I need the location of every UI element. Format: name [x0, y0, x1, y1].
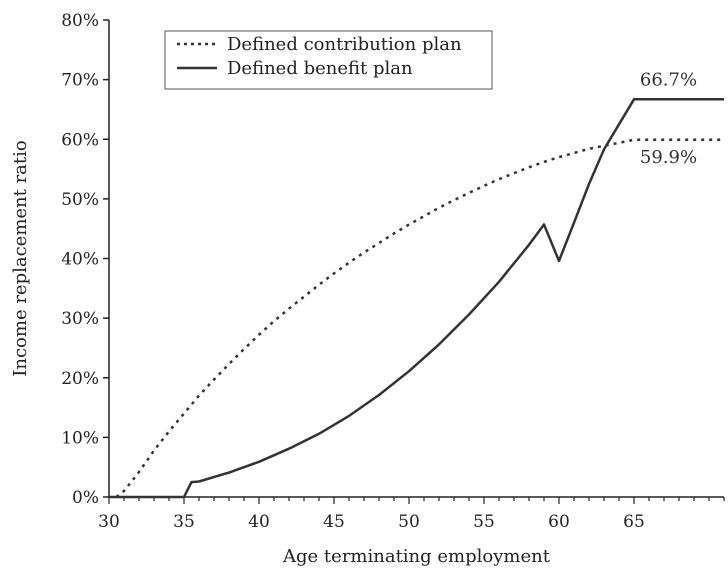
x-tick-label: 50	[398, 512, 420, 532]
y-tick-label: 30%	[61, 309, 99, 329]
x-tick-label: 65	[623, 512, 645, 532]
y-tick-label: 80%	[61, 11, 99, 31]
value-annotation: 59.9%	[640, 147, 697, 168]
x-axis-title: Age terminating employment	[282, 546, 551, 567]
x-tick-label: 55	[473, 512, 495, 532]
legend-label-defined-benefit: Defined benefit plan	[227, 58, 413, 79]
legend: Defined contribution plan Defined benefi…	[164, 30, 493, 90]
y-axis: 0% 10% 20% 30% 40% 50% 60% 70% 80%	[61, 11, 110, 508]
annotations: 66.7% 59.9%	[640, 69, 697, 168]
legend-box	[164, 30, 493, 90]
y-tick-label: 0%	[72, 488, 99, 508]
series-lines	[109, 98, 724, 499]
y-tick-label: 60%	[61, 130, 99, 150]
legend-label-defined-contribution: Defined contribution plan	[227, 34, 462, 55]
x-tick-label: 45	[323, 512, 345, 532]
x-tick-label: 40	[248, 512, 270, 532]
y-tick-label: 10%	[61, 428, 99, 448]
y-tick-label: 20%	[61, 369, 99, 389]
y-tick-label: 70%	[61, 71, 99, 91]
series-line-defined-benefit	[109, 98, 724, 499]
series-line-defined-contribution	[115, 138, 724, 498]
x-axis: 30 35 40 45 50 55 60 65	[98, 496, 725, 532]
x-tick-label: 60	[548, 512, 570, 532]
y-tick-label: 50%	[61, 190, 99, 210]
x-tick-label: 30	[98, 512, 120, 532]
y-tick-label: 40%	[61, 250, 99, 270]
y-axis-title: Income replacement ratio	[10, 140, 31, 377]
value-annotation: 66.7%	[640, 69, 697, 90]
x-tick-label: 35	[173, 512, 195, 532]
